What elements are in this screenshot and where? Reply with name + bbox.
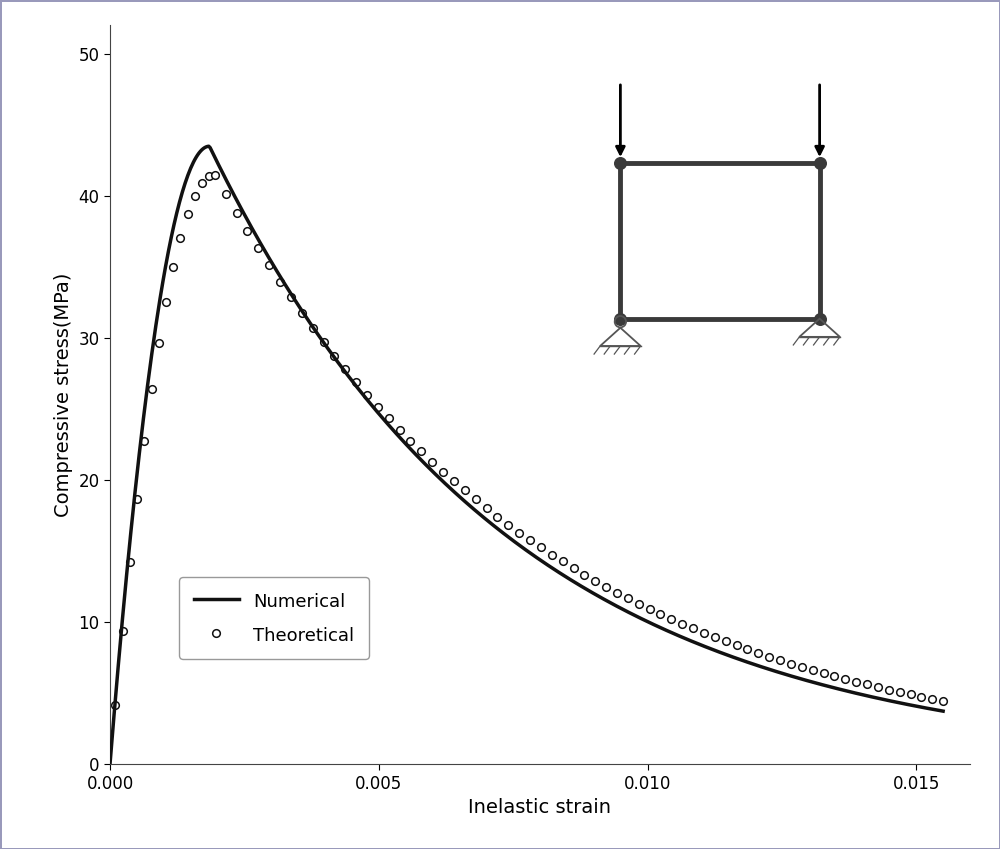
Theoretical (481, 503, 493, 514)
Numerical (203, 141, 215, 151)
Point (612, 156, 628, 170)
Numerical (482, 516, 494, 526)
Theoretical (209, 170, 221, 180)
Theoretical (318, 337, 330, 347)
Numerical (937, 706, 949, 717)
Numerical (596, 593, 608, 604)
Point (812, 312, 828, 325)
Theoretical (109, 700, 121, 711)
Y-axis label: Compressive stress(MPa): Compressive stress(MPa) (54, 273, 73, 517)
Point (612, 312, 628, 325)
Numerical (253, 235, 265, 245)
Numerical (104, 759, 116, 769)
Line: Theoretical: Theoretical (112, 171, 947, 709)
Legend: Numerical, Theoretical: Numerical, Theoretical (179, 577, 369, 659)
Line: Numerical: Numerical (110, 146, 943, 764)
Theoretical (307, 323, 319, 333)
X-axis label: Inelastic strain: Inelastic strain (468, 798, 612, 817)
Numerical (733, 654, 745, 664)
Point (812, 156, 828, 170)
Numerical (662, 626, 674, 636)
Theoretical (274, 277, 286, 287)
Numerical (320, 340, 332, 351)
Theoretical (752, 648, 764, 658)
Theoretical (774, 655, 786, 666)
Theoretical (937, 696, 949, 706)
